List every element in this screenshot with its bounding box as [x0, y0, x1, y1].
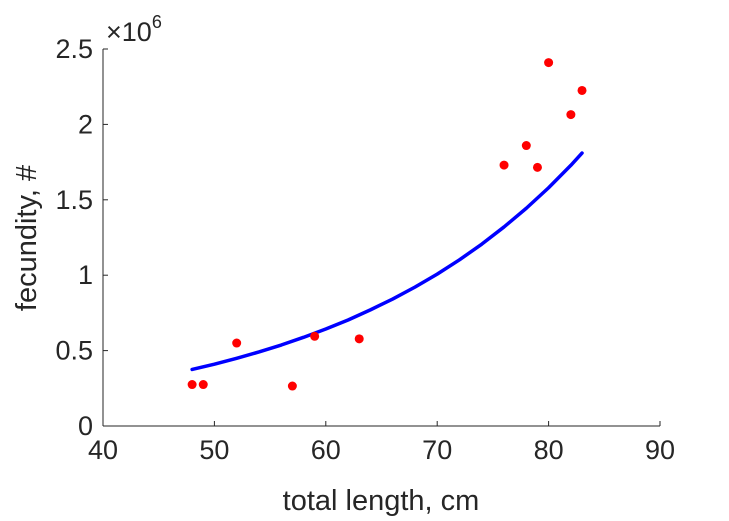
y-tick-label: 2	[78, 109, 93, 139]
series-layer	[187, 58, 587, 391]
data-point	[310, 331, 320, 341]
y-axis-label: fecundity, #	[11, 165, 43, 311]
data-point	[544, 58, 554, 68]
data-point	[232, 338, 242, 348]
data-point	[577, 85, 587, 95]
data-point	[187, 380, 197, 390]
axes: 40 50 60 70 80 90 0 0.5 1 1.5 2 2.5	[55, 34, 675, 465]
x-tick-label: 40	[88, 435, 118, 465]
y-tick-label: 1	[78, 260, 93, 290]
y-multiplier-label: ×106	[106, 12, 162, 47]
data-point	[354, 334, 364, 344]
data-point	[521, 141, 531, 151]
y-multiplier-exponent: 6	[152, 12, 162, 32]
data-point	[499, 160, 509, 170]
y-multiplier-base: ×10	[106, 17, 152, 47]
x-tick-label: 80	[534, 435, 564, 465]
x-tick-label: 50	[199, 435, 229, 465]
y-tick-label: 2.5	[55, 34, 93, 64]
x-tick-label: 90	[645, 435, 675, 465]
x-ticks: 40 50 60 70 80 90	[88, 421, 675, 465]
fit-curve	[190, 151, 584, 372]
x-tick-label: 60	[311, 435, 341, 465]
y-ticks: 0 0.5 1 1.5 2 2.5	[55, 34, 108, 441]
data-point	[198, 380, 208, 390]
data-point	[287, 381, 297, 391]
x-tick-label: 70	[422, 435, 452, 465]
y-tick-label: 1.5	[55, 185, 93, 215]
y-tick-label: 0.5	[55, 336, 93, 366]
x-axis-label: total length, cm	[283, 485, 480, 517]
data-point	[532, 162, 542, 172]
data-point	[566, 110, 576, 120]
y-tick-label: 0	[78, 411, 93, 441]
